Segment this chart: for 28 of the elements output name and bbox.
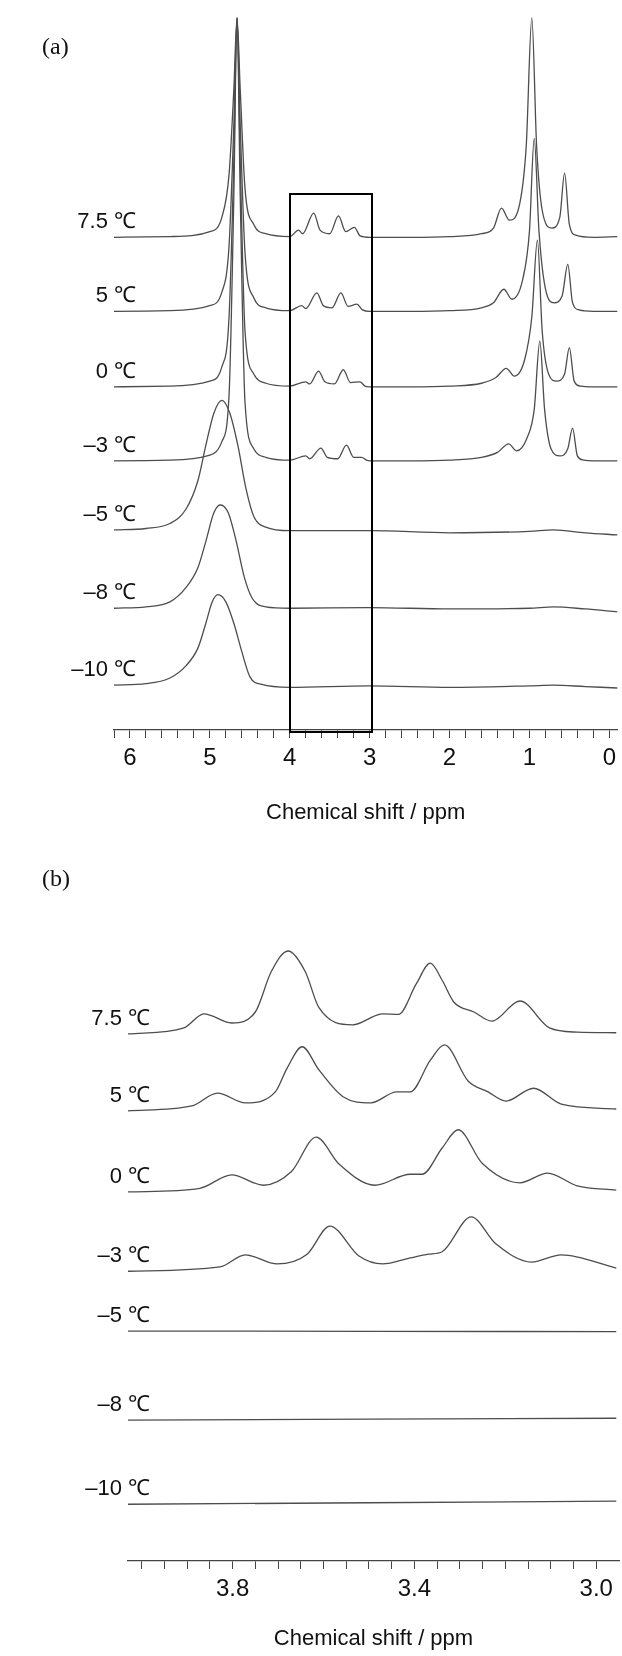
series-label: 5 ℃ xyxy=(109,1081,150,1107)
x-tick-label: 3.4 xyxy=(397,1574,432,1602)
x-tick-label: 3.8 xyxy=(215,1574,250,1602)
series-label: –10 ℃ xyxy=(85,1475,150,1501)
series-label: 7.5 ℃ xyxy=(77,208,136,234)
series-label: –5 ℃ xyxy=(83,500,136,526)
series-label: 7.5 ℃ xyxy=(91,1004,150,1030)
series-label: 0 ℃ xyxy=(109,1162,150,1188)
x-axis-title: Chemical shift / ppm xyxy=(273,1624,474,1650)
x-tick-label: 3.0 xyxy=(579,1574,613,1602)
series-label: –8 ℃ xyxy=(83,579,136,605)
x-tick-label: 1 xyxy=(522,743,537,771)
series-label: –3 ℃ xyxy=(97,1242,150,1268)
series-label: –10 ℃ xyxy=(71,656,136,682)
x-tick-label: 2 xyxy=(442,743,457,771)
series-label: 0 ℃ xyxy=(95,357,136,383)
x-tick-label: 5 xyxy=(203,743,217,771)
x-tick-label: 6 xyxy=(123,743,137,771)
chart-title: (b) xyxy=(42,865,70,892)
x-axis-title: Chemical shift / ppm xyxy=(266,798,466,824)
series-label: 5 ℃ xyxy=(95,282,136,308)
series-label: –8 ℃ xyxy=(97,1391,150,1417)
x-tick-label: 0 xyxy=(602,743,616,771)
series-label: –5 ℃ xyxy=(97,1302,150,1328)
series-label: –3 ℃ xyxy=(83,431,136,457)
text: (a) xyxy=(42,33,69,60)
x-tick-label: 3 xyxy=(362,743,377,771)
x-tick-label: 4 xyxy=(283,743,297,771)
